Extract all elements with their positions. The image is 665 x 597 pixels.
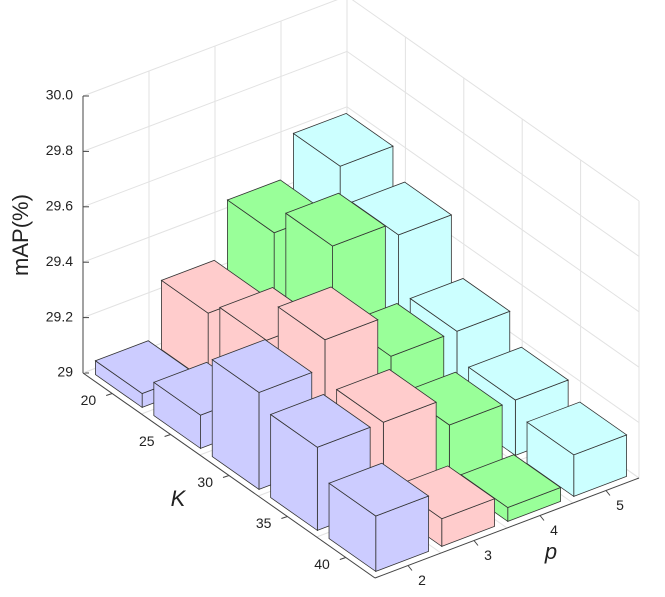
- x-axis-label: K: [171, 486, 187, 511]
- z-tick-label: 30.0: [46, 87, 73, 103]
- y-tick-label: 4: [550, 522, 558, 538]
- bar-top: [284, 192, 387, 247]
- grid-line: [82, 0, 640, 202]
- y-tick-label: 2: [418, 572, 426, 588]
- z-axis-label: mAP(%): [8, 194, 33, 276]
- x-tick-label: 25: [139, 433, 155, 449]
- bar-top: [277, 286, 379, 341]
- y-tick: [539, 515, 545, 521]
- x-tick: [164, 434, 171, 437]
- x-tick-label: 35: [256, 515, 272, 531]
- x-tick: [106, 393, 113, 396]
- bar-top: [335, 369, 438, 423]
- y-tick: [473, 540, 479, 546]
- z-tick-label: 29.2: [46, 308, 73, 324]
- x-tick-label: 40: [314, 556, 330, 572]
- bar-top: [211, 339, 313, 393]
- x-tick-label: 30: [197, 474, 213, 490]
- bar-top: [292, 112, 394, 167]
- x-tick: [281, 516, 288, 519]
- bar-top: [269, 394, 372, 448]
- bar-top: [526, 401, 628, 456]
- y-tick: [407, 565, 413, 571]
- y-axis: [374, 477, 640, 579]
- x-tick: [339, 557, 346, 560]
- z-tick-label: 29.6: [46, 198, 73, 214]
- bar-top: [467, 346, 570, 401]
- z-tick-label: 29.4: [46, 253, 73, 269]
- z-tick-label: 29: [57, 364, 73, 380]
- bar-top: [328, 462, 430, 517]
- y-tick: [605, 490, 611, 496]
- x-tick-label: 20: [81, 392, 97, 408]
- x-tick: [222, 475, 230, 478]
- z-tick-label: 29.8: [46, 142, 73, 158]
- bar-top: [409, 278, 511, 332]
- y-tick-label: 5: [616, 497, 624, 513]
- y-axis-label: p: [544, 539, 557, 564]
- y-tick-label: 3: [484, 547, 492, 563]
